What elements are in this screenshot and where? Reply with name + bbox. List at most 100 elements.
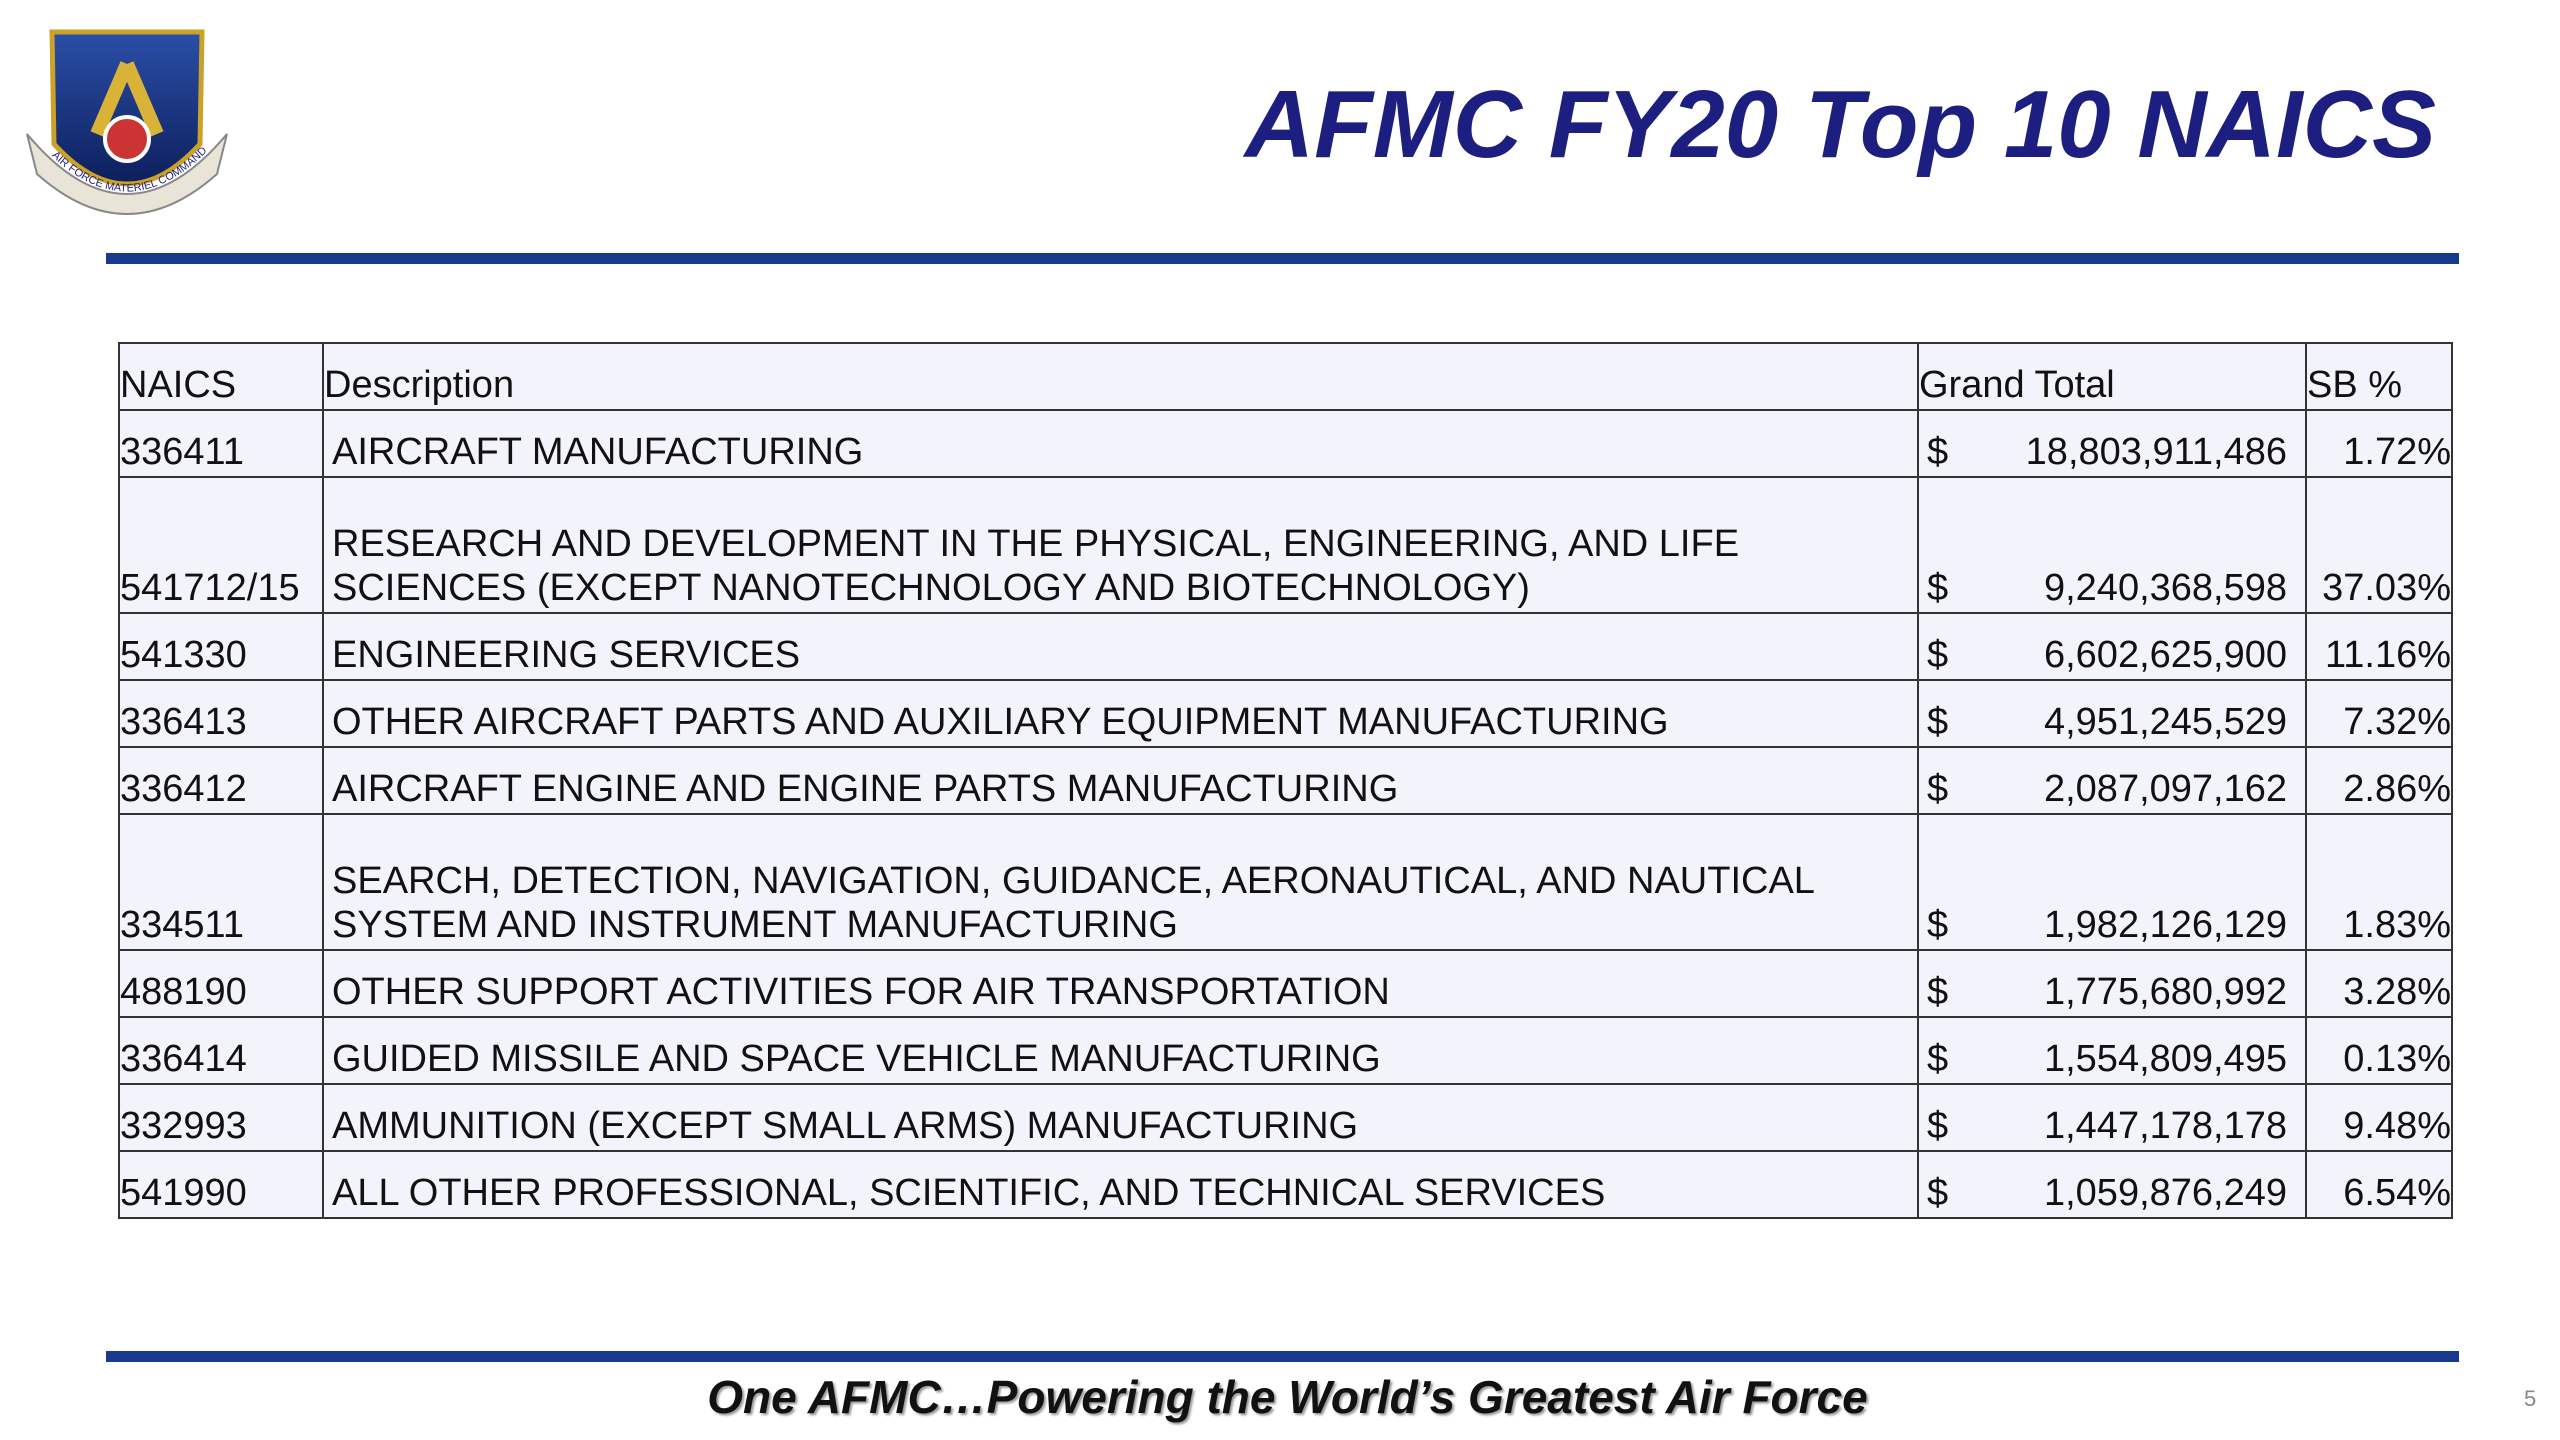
sb-percent: 3.28% xyxy=(2305,949,2453,1018)
currency: $ xyxy=(1927,1172,1949,1214)
grand-total-cell: $2,087,097,162 xyxy=(1917,746,2307,815)
grand-total-cell: $9,240,368,598 xyxy=(1917,476,2307,614)
amount: 1,982,126,129 xyxy=(2043,904,2287,946)
grand-total: $9,240,368,598 xyxy=(1920,566,2304,610)
table-row: 336412 AIRCRAFT ENGINE AND ENGINE PARTS M… xyxy=(118,746,2453,815)
description-line: ALL OTHER PROFESSIONAL, SCIENTIFIC, AND … xyxy=(332,1172,1606,1214)
description-line: GUIDED MISSILE AND SPACE VEHICLE MANUFAC… xyxy=(332,1038,1381,1080)
sb-percent: 2.86% xyxy=(2305,746,2453,815)
header-row: NAICS Description Grand Total SB % xyxy=(118,342,2453,411)
currency: $ xyxy=(1927,1038,1949,1080)
naics-code: 336414 xyxy=(118,1016,324,1085)
amount: 1,447,178,178 xyxy=(2043,1105,2287,1147)
currency: $ xyxy=(1927,431,1949,473)
footer-rule xyxy=(106,1351,2459,1362)
naics-code: 332993 xyxy=(118,1083,324,1152)
grand-total: $1,059,876,249 xyxy=(1920,1171,2304,1215)
grand-total: $1,982,126,129 xyxy=(1920,903,2304,947)
naics-code: 336411 xyxy=(118,409,324,478)
sb-percent: 1.72% xyxy=(2305,409,2453,478)
naics-code: 336413 xyxy=(118,679,324,748)
table-row: 488190 OTHER SUPPORT ACTIVITIES FOR AIR T… xyxy=(118,949,2453,1018)
grand-total-cell: $1,982,126,129 xyxy=(1917,813,2307,951)
description: AIRCRAFT MANUFACTURING xyxy=(322,409,1919,478)
amount: 9,240,368,598 xyxy=(2043,567,2287,609)
description: ENGINEERING SERVICES xyxy=(322,612,1919,681)
description: OTHER SUPPORT ACTIVITIES FOR AIR TRANSPO… xyxy=(322,949,1919,1018)
grand-total-cell: $1,059,876,249 xyxy=(1917,1150,2307,1219)
currency: $ xyxy=(1927,634,1949,676)
sb-percent: 6.54% xyxy=(2305,1150,2453,1219)
naics-table: NAICS Description Grand Total SB % 336411 AIR… xyxy=(118,342,2453,1219)
amount: 4,951,245,529 xyxy=(2043,701,2287,743)
currency: $ xyxy=(1927,904,1949,946)
naics-code: 336412 xyxy=(118,746,324,815)
naics-code: 541330 xyxy=(118,612,324,681)
grand-total-cell: $18,803,911,486 xyxy=(1917,409,2307,478)
description-line: AIRCRAFT MANUFACTURING xyxy=(332,431,864,473)
table-row: 336411 AIRCRAFT MANUFACTURING $18,803,911,… xyxy=(118,409,2453,478)
amount: 1,775,680,992 xyxy=(2043,971,2287,1013)
column-header: NAICS xyxy=(118,342,324,411)
grand-total-cell: $1,447,178,178 xyxy=(1917,1083,2307,1152)
description: OTHER AIRCRAFT PARTS AND AUXILIARY EQUIP… xyxy=(322,679,1919,748)
description: SEARCH, DETECTION, NAVIGATION, GUIDANCE,… xyxy=(322,813,1919,951)
description-line: SEARCH, DETECTION, NAVIGATION, GUIDANCE,… xyxy=(332,860,1815,902)
column-header: Description xyxy=(322,342,1919,411)
naics-code: 488190 xyxy=(118,949,324,1018)
description: AIRCRAFT ENGINE AND ENGINE PARTS MANUFAC… xyxy=(322,746,1919,815)
table-row: 541990 ALL OTHER PROFESSIONAL, SCIENTIFIC… xyxy=(118,1150,2453,1219)
column-header: Grand Total xyxy=(1917,342,2307,411)
table-row: 336413 OTHER AIRCRAFT PARTS AND AUXILIARY… xyxy=(118,679,2453,748)
description: ALL OTHER PROFESSIONAL, SCIENTIFIC, AND … xyxy=(322,1150,1919,1219)
description-line: SCIENCES (EXCEPT NANOTECHNOLOGY AND BIOT… xyxy=(332,567,1530,609)
footer-slogan: One AFMC…Powering the World’s Greatest A… xyxy=(707,1371,1868,1423)
description-line: AMMUNITION (EXCEPT SMALL ARMS) MANUFACTU… xyxy=(332,1105,1359,1147)
grand-total: $1,447,178,178 xyxy=(1920,1104,2304,1148)
description-line: SYSTEM AND INSTRUMENT MANUFACTURING xyxy=(332,904,1178,946)
amount: 18,803,911,486 xyxy=(2025,431,2287,473)
description-line: OTHER AIRCRAFT PARTS AND AUXILIARY EQUIP… xyxy=(332,701,1669,743)
currency: $ xyxy=(1927,567,1949,609)
grand-total-cell: $1,554,809,495 xyxy=(1917,1016,2307,1085)
logo: AIR FORCE MATERIEL COMMAND xyxy=(26,29,228,215)
column-header: SB % xyxy=(2305,342,2453,411)
grand-total: $4,951,245,529 xyxy=(1920,700,2304,744)
naics-code: 334511 xyxy=(118,813,324,951)
grand-total: $1,775,680,992 xyxy=(1920,970,2304,1014)
grand-total: $1,554,809,495 xyxy=(1920,1037,2304,1081)
currency: $ xyxy=(1927,1105,1949,1147)
description: GUIDED MISSILE AND SPACE VEHICLE MANUFAC… xyxy=(322,1016,1919,1085)
description-line: RESEARCH AND DEVELOPMENT IN THE PHYSICAL… xyxy=(332,523,1740,565)
sb-percent: 11.16% xyxy=(2305,612,2453,681)
header-rule xyxy=(106,253,2459,264)
description-line: ENGINEERING SERVICES xyxy=(332,634,801,676)
currency: $ xyxy=(1927,701,1949,743)
grand-total: $18,803,911,486 xyxy=(1920,430,2304,474)
amount: 2,087,097,162 xyxy=(2043,768,2287,810)
naics-code: 541990 xyxy=(118,1150,324,1219)
description: AMMUNITION (EXCEPT SMALL ARMS) MANUFACTU… xyxy=(322,1083,1919,1152)
table-row: 332993 AMMUNITION (EXCEPT SMALL ARMS) MAN… xyxy=(118,1083,2453,1152)
table-row: 334511 SEARCH, DETECTION, NAVIGATION, GUI… xyxy=(118,813,2453,951)
naics-code: 541712/15 xyxy=(118,476,324,614)
page-number: 5 xyxy=(2524,1386,2537,1411)
sb-percent: 1.83% xyxy=(2305,813,2453,951)
grand-total-cell: $4,951,245,529 xyxy=(1917,679,2307,748)
amount: 6,602,625,900 xyxy=(2043,634,2287,676)
description-line: OTHER SUPPORT ACTIVITIES FOR AIR TRANSPO… xyxy=(332,971,1390,1013)
sb-percent: 37.03% xyxy=(2305,476,2453,614)
description: RESEARCH AND DEVELOPMENT IN THE PHYSICAL… xyxy=(322,476,1919,614)
grand-total-cell: $6,602,625,900 xyxy=(1917,612,2307,681)
currency: $ xyxy=(1927,971,1949,1013)
grand-total: $2,087,097,162 xyxy=(1920,767,2304,811)
amount: 1,554,809,495 xyxy=(2043,1038,2287,1080)
table-row: 541712/15 RESEARCH AND DEVELOPMENT IN THE… xyxy=(118,476,2453,614)
title: AFMC FY20 Top 10 NAICS xyxy=(1244,71,2436,178)
amount: 1,059,876,249 xyxy=(2043,1172,2287,1214)
table-row: 541330 ENGINEERING SERVICES $6,602,625,900… xyxy=(118,612,2453,681)
sb-percent: 9.48% xyxy=(2305,1083,2453,1152)
sb-percent: 7.32% xyxy=(2305,679,2453,748)
grand-total: $6,602,625,900 xyxy=(1920,633,2304,677)
